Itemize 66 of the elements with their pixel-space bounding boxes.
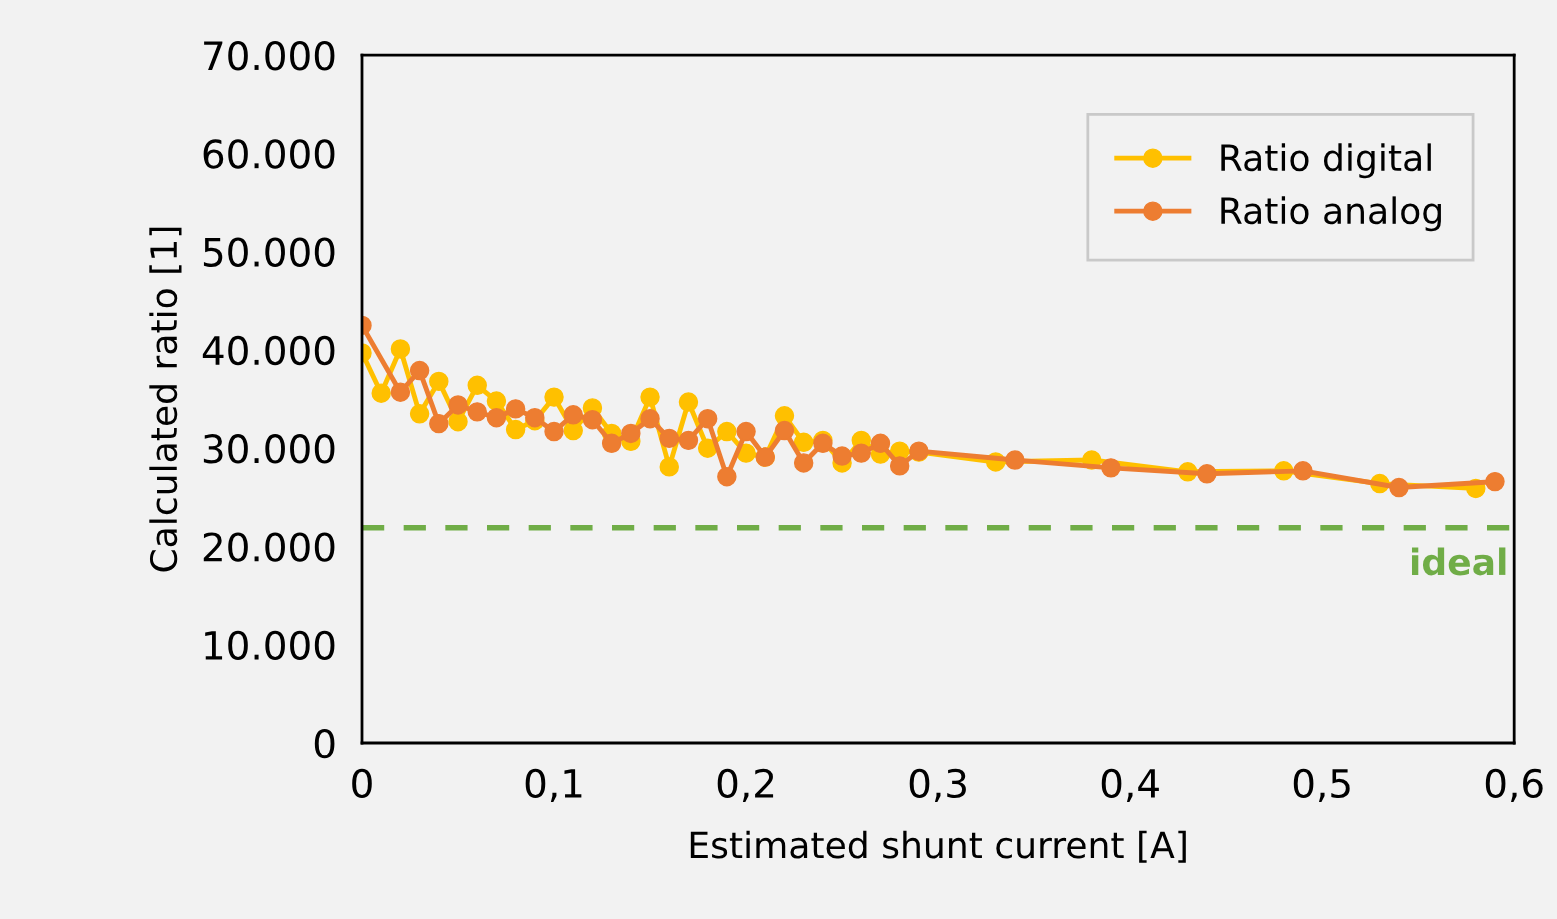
point [659, 457, 679, 477]
point [793, 432, 814, 453]
point [409, 404, 430, 424]
point [505, 399, 526, 419]
point [467, 375, 487, 396]
point [870, 433, 891, 454]
point [717, 421, 737, 442]
point [889, 456, 910, 476]
point [467, 402, 487, 422]
y-tick-label: 10.000 [205, 630, 335, 661]
y-tick-label: 40.000 [202, 335, 335, 366]
x-tick-label: 0,5 [1293, 768, 1350, 803]
point [409, 360, 430, 381]
point [563, 405, 583, 425]
y-tick-label: 50.000 [203, 237, 335, 267]
point [448, 395, 468, 415]
point [697, 438, 718, 458]
ref-line-label: ideal [1411, 547, 1506, 576]
x-tick-label: 0,4 [1101, 768, 1159, 803]
x-tick-label: 0,3 [909, 768, 966, 803]
y-tick-label: 30.000 [203, 434, 335, 464]
y-tick-label: 60.000 [203, 139, 335, 169]
point [832, 446, 852, 466]
point [659, 428, 679, 449]
point [621, 423, 641, 444]
point [736, 421, 756, 442]
point [1293, 461, 1313, 481]
x-tick-label: 0,2 [717, 768, 774, 803]
point [371, 383, 391, 403]
point [774, 420, 795, 441]
point [448, 411, 468, 432]
point [390, 339, 411, 359]
point [582, 409, 603, 430]
legend-label: Ratio analog [1221, 196, 1441, 232]
point [678, 392, 699, 412]
point [793, 453, 814, 473]
point [390, 382, 411, 402]
point [1389, 477, 1409, 498]
y-tick-label: 0 [314, 728, 335, 759]
x-axis-title: Estimated shunt current [A] [690, 830, 1186, 863]
point [429, 413, 449, 434]
point [1197, 464, 1217, 484]
point [1005, 450, 1025, 470]
x-tick-label: 0 [352, 768, 372, 799]
point [544, 421, 564, 442]
y-tick-label: 70.000 [204, 41, 335, 71]
point [505, 419, 526, 440]
point [640, 387, 660, 407]
point [429, 371, 449, 392]
x-tick-label: 0,6 [1485, 768, 1543, 803]
point [678, 430, 699, 451]
x-tick-label: 0,1 [525, 768, 582, 803]
legend-label: Ratio digital [1221, 143, 1431, 179]
point [851, 443, 872, 463]
point [640, 409, 660, 429]
point [697, 409, 718, 429]
point [563, 420, 583, 441]
y-tick-label: 20.000 [203, 532, 335, 562]
point [717, 466, 737, 487]
point [601, 433, 622, 454]
point [1101, 458, 1121, 478]
point [486, 391, 507, 411]
point [486, 408, 507, 428]
point [1485, 471, 1505, 492]
point [544, 387, 564, 407]
y-axis-title: Calculated ratio [1] [149, 227, 182, 572]
